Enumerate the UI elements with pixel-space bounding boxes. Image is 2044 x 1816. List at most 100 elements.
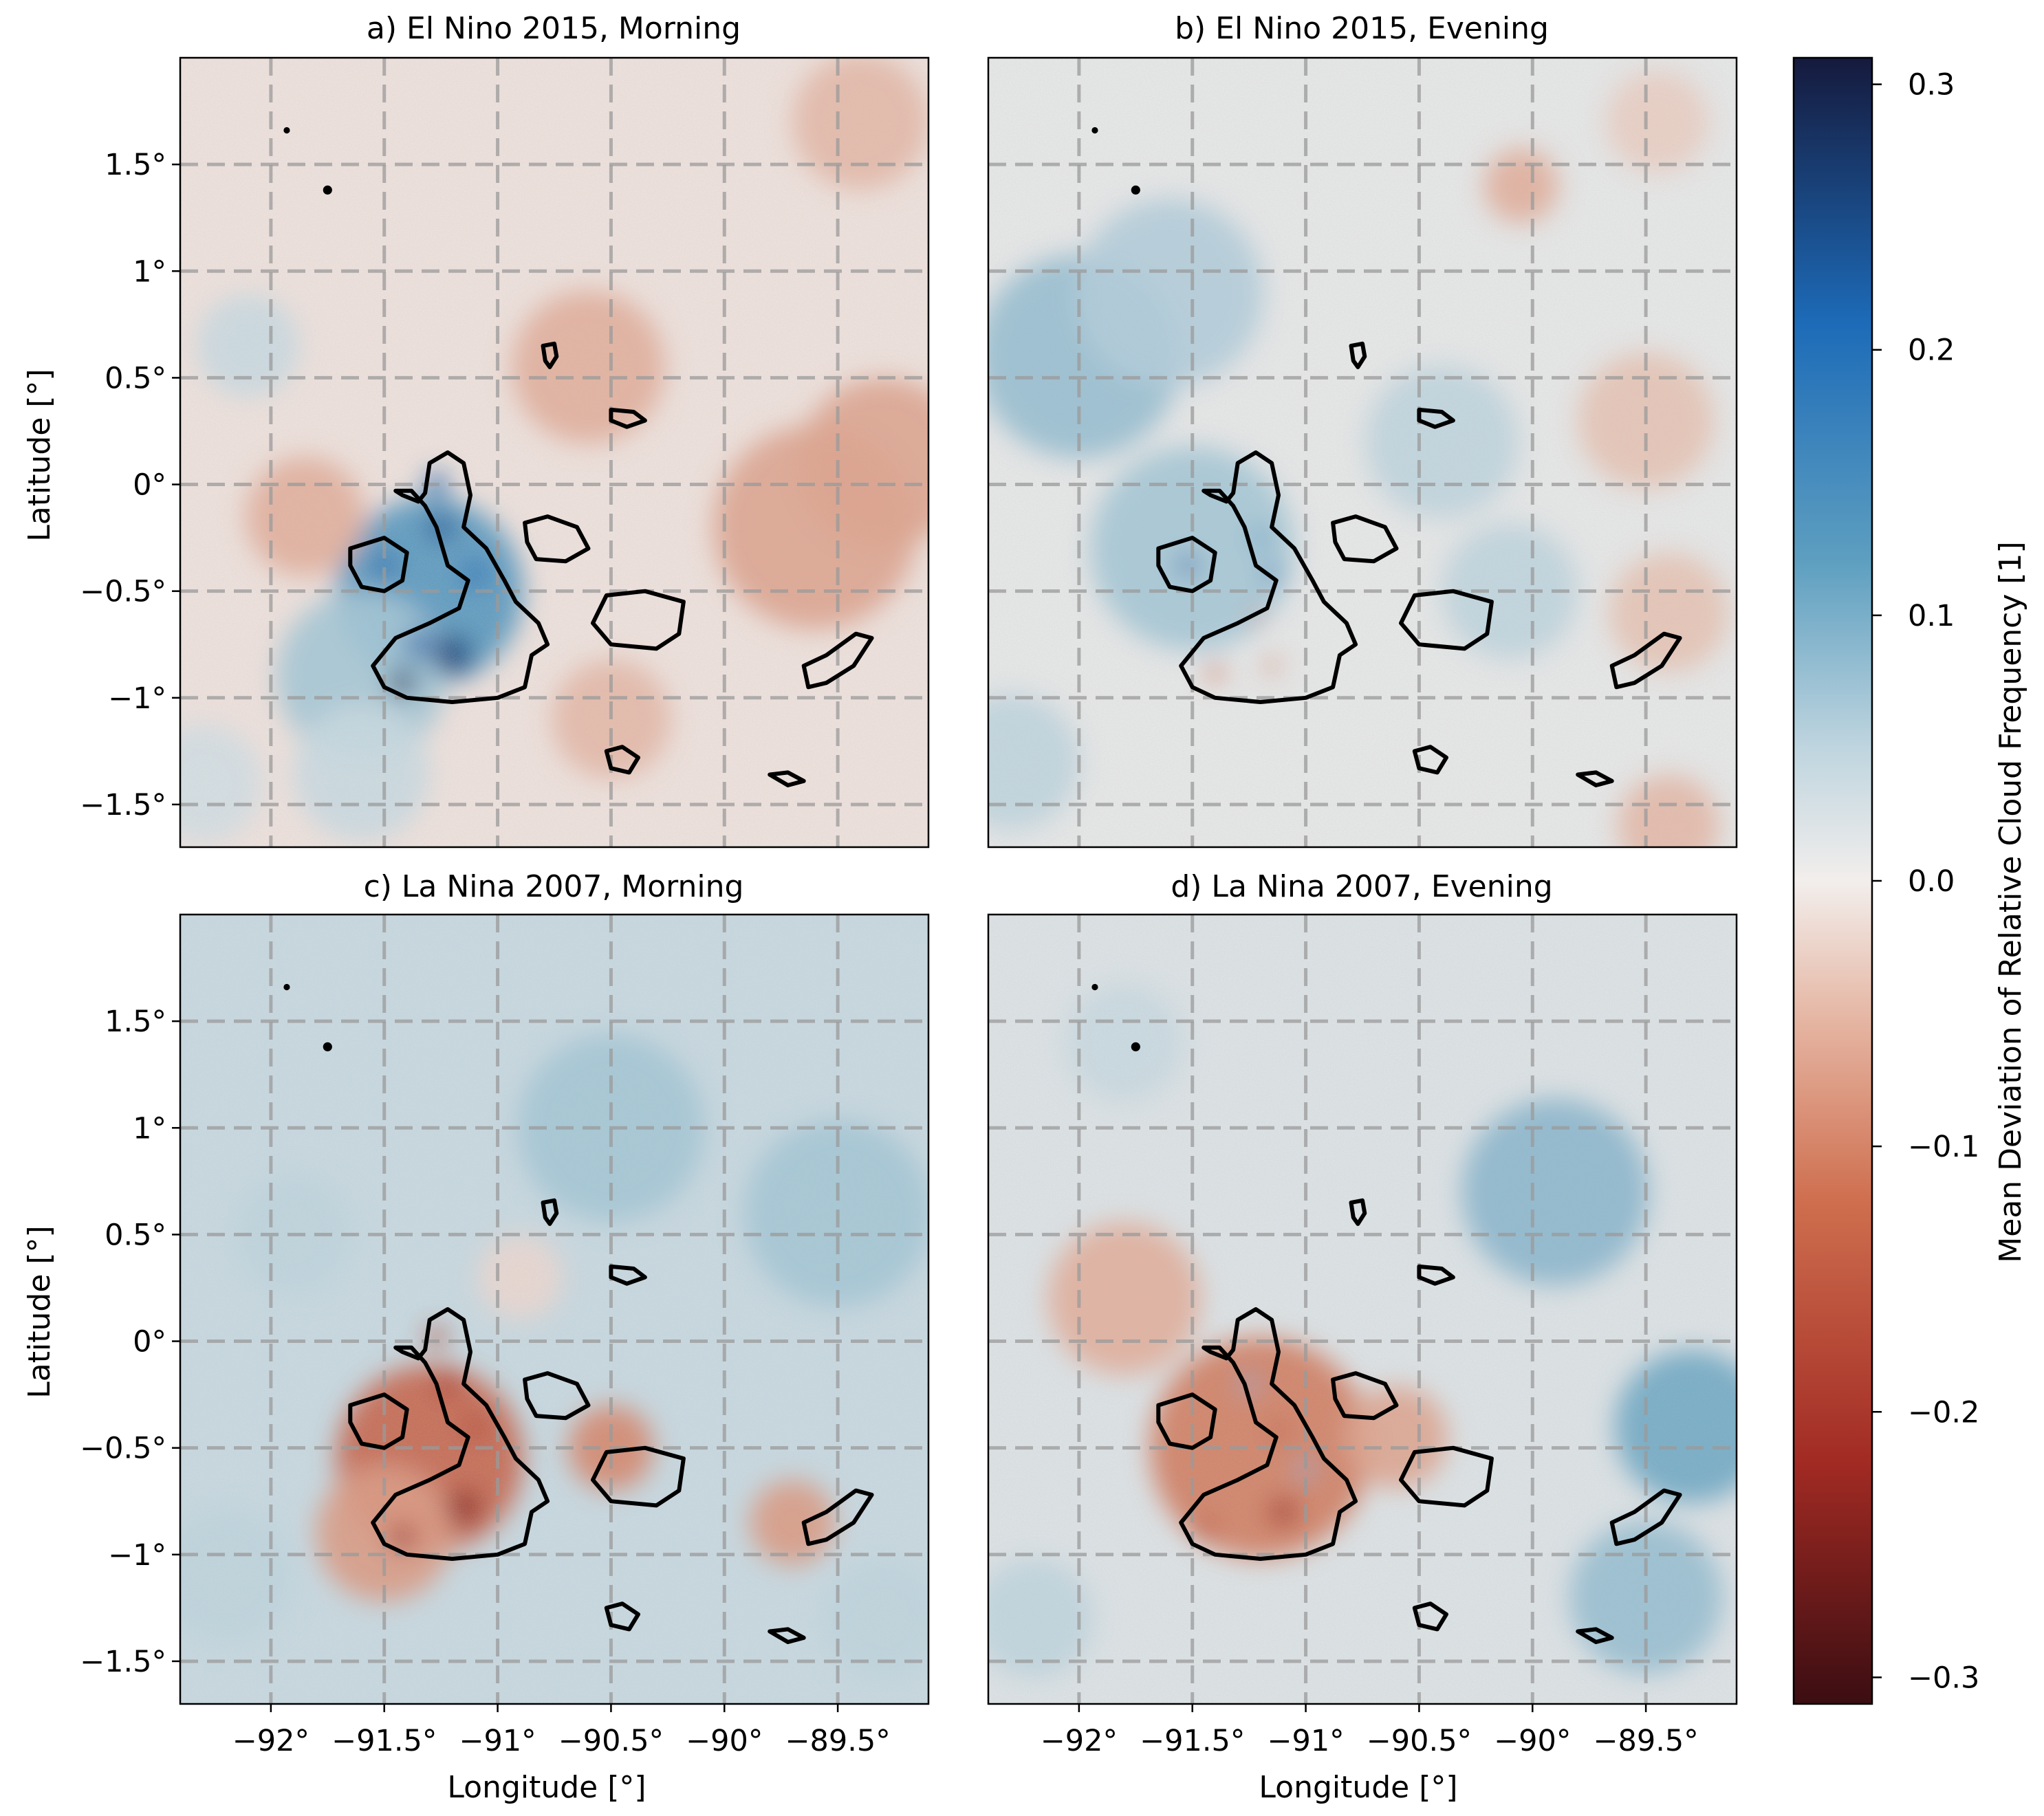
colorbar: 0.3 0.2 0.1 0.0 −0.1 −0.2 −0.3 xyxy=(1792,56,1979,1705)
panel-b xyxy=(987,56,1738,849)
panel-a-islet-1 xyxy=(323,185,332,195)
panel-c-coast-genovesa xyxy=(609,1264,647,1286)
panel-c-coast-isabela xyxy=(371,1307,550,1561)
panel-a-ytick-label-2: 0.5° xyxy=(105,361,166,395)
panel-b-islet-0 xyxy=(1091,127,1098,134)
panel-a-coast-santiago xyxy=(523,514,591,564)
panel-a-coast-san-cristobal xyxy=(801,631,874,690)
panel-b-coast-santa-cruz xyxy=(1399,589,1494,651)
panel-a-title: a) El Nino 2015, Morning xyxy=(367,11,741,46)
panel-c-coast-fernandina xyxy=(348,1392,409,1450)
y-axis-label-top: Latitude [°] xyxy=(22,369,57,541)
colorbar-tick-label-4: −0.1 xyxy=(1908,1130,1979,1164)
panel-a-ytick-label-0: 1.5° xyxy=(105,148,166,182)
panel-c-noise xyxy=(180,915,928,1704)
panel-b-coast-genovesa xyxy=(1417,407,1455,429)
panel-d-title: d) La Nina 2007, Evening xyxy=(1171,869,1552,904)
panel-c-xtick-label-0: −92° xyxy=(232,1724,309,1758)
colorbar-tick-label-1: 0.2 xyxy=(1908,333,1955,368)
panel-a-ytick-label-6: −1.5° xyxy=(80,788,166,822)
y-axis-label-bottom: Latitude [°] xyxy=(22,1225,57,1398)
panel-b-frame xyxy=(987,56,1738,849)
panel-a: 1.5° 1° 0.5° 0° −0.5° −1° −1.5° xyxy=(80,56,930,849)
panel-b-title: b) El Nino 2015, Evening xyxy=(1175,11,1549,46)
panel-a-coast-floreana xyxy=(604,745,640,775)
panel-c-xtick-label-4: −90° xyxy=(686,1724,763,1758)
panel-c-coast-pinta xyxy=(541,1198,559,1226)
panel-a-coast-pinta xyxy=(541,341,559,369)
panel-b-islet-1 xyxy=(1131,185,1140,195)
panel-d-xtick-label-3: −90.5° xyxy=(1367,1724,1472,1758)
panel-c-ytick-label-4: −0.5° xyxy=(80,1432,166,1466)
panel-c-islet-1 xyxy=(323,1042,332,1051)
panel-a-islet-0 xyxy=(283,127,290,134)
panel-c-ytick-label-1: 1° xyxy=(133,1111,166,1146)
panel-a-coast-santa-cruz xyxy=(591,589,686,651)
colorbar-label: Mean Deviation of Relative Cloud Frequen… xyxy=(1993,541,2028,1262)
panel-c-ytick-label-5: −1° xyxy=(108,1538,166,1573)
colorbar-tick-label-0: 0.3 xyxy=(1908,68,1955,102)
panel-d-xtick-label-0: −92° xyxy=(1041,1724,1118,1758)
panel-d-islet-0 xyxy=(1091,983,1098,991)
panel-c-ytick-label-0: 1.5° xyxy=(105,1005,166,1039)
panel-a-ytick-label-4: −0.5° xyxy=(80,575,166,609)
panel-c: 1.5°1°0.5°0°−0.5°−1°−1.5°−92° −91.5° −91° −… xyxy=(80,913,930,1758)
panel-d-field xyxy=(988,915,1737,1704)
panel-b-field xyxy=(988,58,1737,847)
panel-d-xtick-label-5: −89.5° xyxy=(1593,1724,1698,1758)
panel-c-coast-floreana xyxy=(604,1601,640,1632)
panel-c-xtick-label-1: −91.5° xyxy=(331,1724,437,1758)
panel-d-coast-santa-cruz xyxy=(1399,1445,1494,1508)
panel-c-coast-santa-cruz xyxy=(591,1445,686,1508)
panel-d-coast-isabela xyxy=(1179,1307,1358,1561)
panel-c-xtick-label-2: −91° xyxy=(459,1724,536,1758)
panel-b-coast-isabela xyxy=(1179,450,1358,704)
panel-c-coast-san-cristobal xyxy=(801,1488,874,1546)
panel-d-coast-san-cristobal xyxy=(1609,1488,1682,1546)
panel-c-ytick-label-2: 0.5° xyxy=(105,1218,166,1252)
panel-d-xtick-label-1: −91.5° xyxy=(1140,1724,1245,1758)
panel-d-islet-1 xyxy=(1131,1042,1140,1051)
x-axis-label-left: Longitude [°] xyxy=(447,1770,646,1805)
colorbar-tick-label-2: 0.1 xyxy=(1908,599,1955,633)
panel-a-ytick-label-3: 0° xyxy=(133,468,166,503)
panel-b-noise xyxy=(988,58,1737,847)
panel-d-xtick-label-2: −91° xyxy=(1267,1724,1344,1758)
panel-c-islet-0 xyxy=(283,983,290,991)
panel-d-frame xyxy=(987,913,1738,1705)
panel-d-coast-santiago xyxy=(1331,1371,1399,1421)
panel-a-field xyxy=(180,58,928,847)
x-axis-label-right: Longitude [°] xyxy=(1259,1770,1457,1805)
panel-b-coast-pinta xyxy=(1349,341,1367,369)
panel-b-coast-espanola xyxy=(1576,770,1614,787)
panel-c-ytick-label-6: −1.5° xyxy=(80,1645,166,1679)
panel-d: −92° −91.5° −91° −90.5° −90° −89.5° xyxy=(987,913,1738,1758)
colorbar-tick-label-3: 0.0 xyxy=(1908,864,1955,899)
colorbar-gradient xyxy=(1792,56,1873,1705)
panel-c-coast-espanola xyxy=(768,1627,806,1644)
panel-d-coast-pinta xyxy=(1349,1198,1367,1226)
panel-c-xtick-label-3: −90.5° xyxy=(558,1724,664,1758)
panel-a-coast-isabela xyxy=(371,450,550,704)
panel-c-xtick-label-5: −89.5° xyxy=(785,1724,890,1758)
panel-c-title: c) La Nina 2007, Morning xyxy=(364,869,744,904)
colorbar-tick-label-5: −0.2 xyxy=(1908,1395,1979,1430)
panel-d-coast-espanola xyxy=(1576,1627,1614,1644)
panel-d-coast-floreana xyxy=(1412,1601,1448,1632)
panel-a-coast-genovesa xyxy=(609,407,647,429)
panel-a-coast-espanola xyxy=(768,770,806,787)
panel-a-ytick-label-5: −1° xyxy=(108,681,166,716)
panel-c-coast-santiago xyxy=(523,1371,591,1421)
panel-d-xtick-label-4: −90° xyxy=(1494,1724,1571,1758)
panel-a-ytick-label-1: 1° xyxy=(133,254,166,289)
panel-b-coast-san-cristobal xyxy=(1609,631,1682,690)
colorbar-tick-label-6: −0.3 xyxy=(1908,1661,1979,1695)
panel-c-ytick-label-3: 0° xyxy=(133,1325,166,1359)
panel-c-field xyxy=(180,915,928,1704)
panel-d-coast-genovesa xyxy=(1417,1264,1455,1286)
panel-b-coast-santiago xyxy=(1331,514,1399,564)
panel-d-coast-fernandina xyxy=(1156,1392,1217,1450)
panel-a-noise xyxy=(180,58,928,847)
panel-a-coast-fernandina xyxy=(348,536,409,593)
